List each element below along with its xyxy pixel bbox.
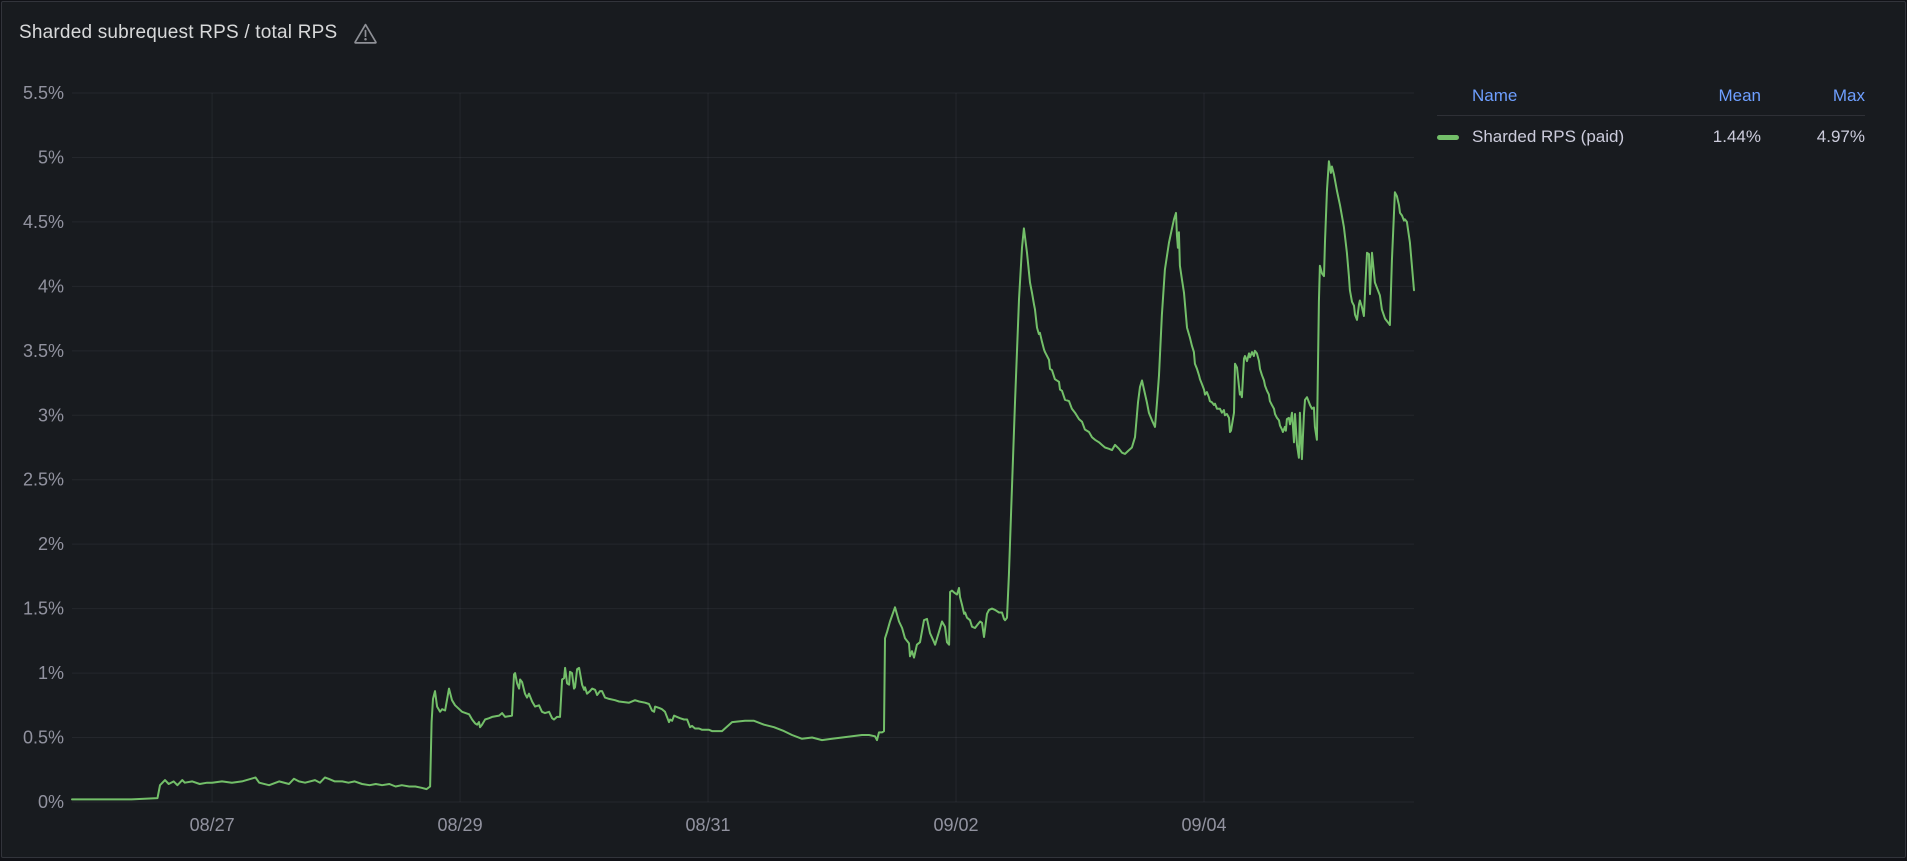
y-tick-label: 2.5% (23, 470, 64, 490)
legend-max-value: 4.97% (1761, 127, 1865, 147)
legend-sort-name[interactable]: Name (1437, 86, 1651, 106)
legend-header-row: Name Mean Max (1437, 86, 1865, 116)
y-tick-label: 0% (38, 792, 64, 812)
legend-series-toggle[interactable]: Sharded RPS (paid) (1437, 127, 1651, 147)
y-tick-label: 2% (38, 534, 64, 554)
legend-mean-value: 1.44% (1651, 127, 1761, 147)
x-tick-label: 09/02 (933, 815, 978, 835)
panel-header[interactable]: Sharded subrequest RPS / total RPS (2, 2, 1905, 64)
legend-series-label: Sharded RPS (paid) (1472, 127, 1624, 147)
warning-triangle-icon[interactable] (353, 22, 378, 45)
x-tick-label: 08/31 (686, 815, 731, 835)
series-color-swatch[interactable] (1437, 135, 1459, 140)
legend-row-sharded-rps: Sharded RPS (paid) 1.44% 4.97% (1437, 127, 1865, 147)
y-tick-label: 4.5% (23, 212, 64, 232)
y-tick-label: 1% (38, 663, 64, 683)
panel-title: Sharded subrequest RPS / total RPS (19, 22, 337, 44)
y-tick-label: 3% (38, 405, 64, 425)
legend-sort-max[interactable]: Max (1761, 86, 1865, 106)
series-line-sharded-rps[interactable] (72, 161, 1414, 799)
y-tick-label: 4% (38, 276, 64, 296)
legend-sort-mean[interactable]: Mean (1651, 86, 1761, 106)
y-tick-label: 3.5% (23, 341, 64, 361)
y-tick-label: 0.5% (23, 728, 64, 748)
y-tick-label: 5% (38, 147, 64, 167)
legend-table: Name Mean Max Sharded RPS (paid) 1.44% 4… (1437, 86, 1865, 147)
x-tick-label: 08/27 (190, 815, 235, 835)
x-tick-label: 08/29 (438, 815, 483, 835)
y-tick-label: 5.5% (23, 83, 64, 103)
y-tick-label: 1.5% (23, 599, 64, 619)
x-tick-label: 09/04 (1181, 815, 1226, 835)
